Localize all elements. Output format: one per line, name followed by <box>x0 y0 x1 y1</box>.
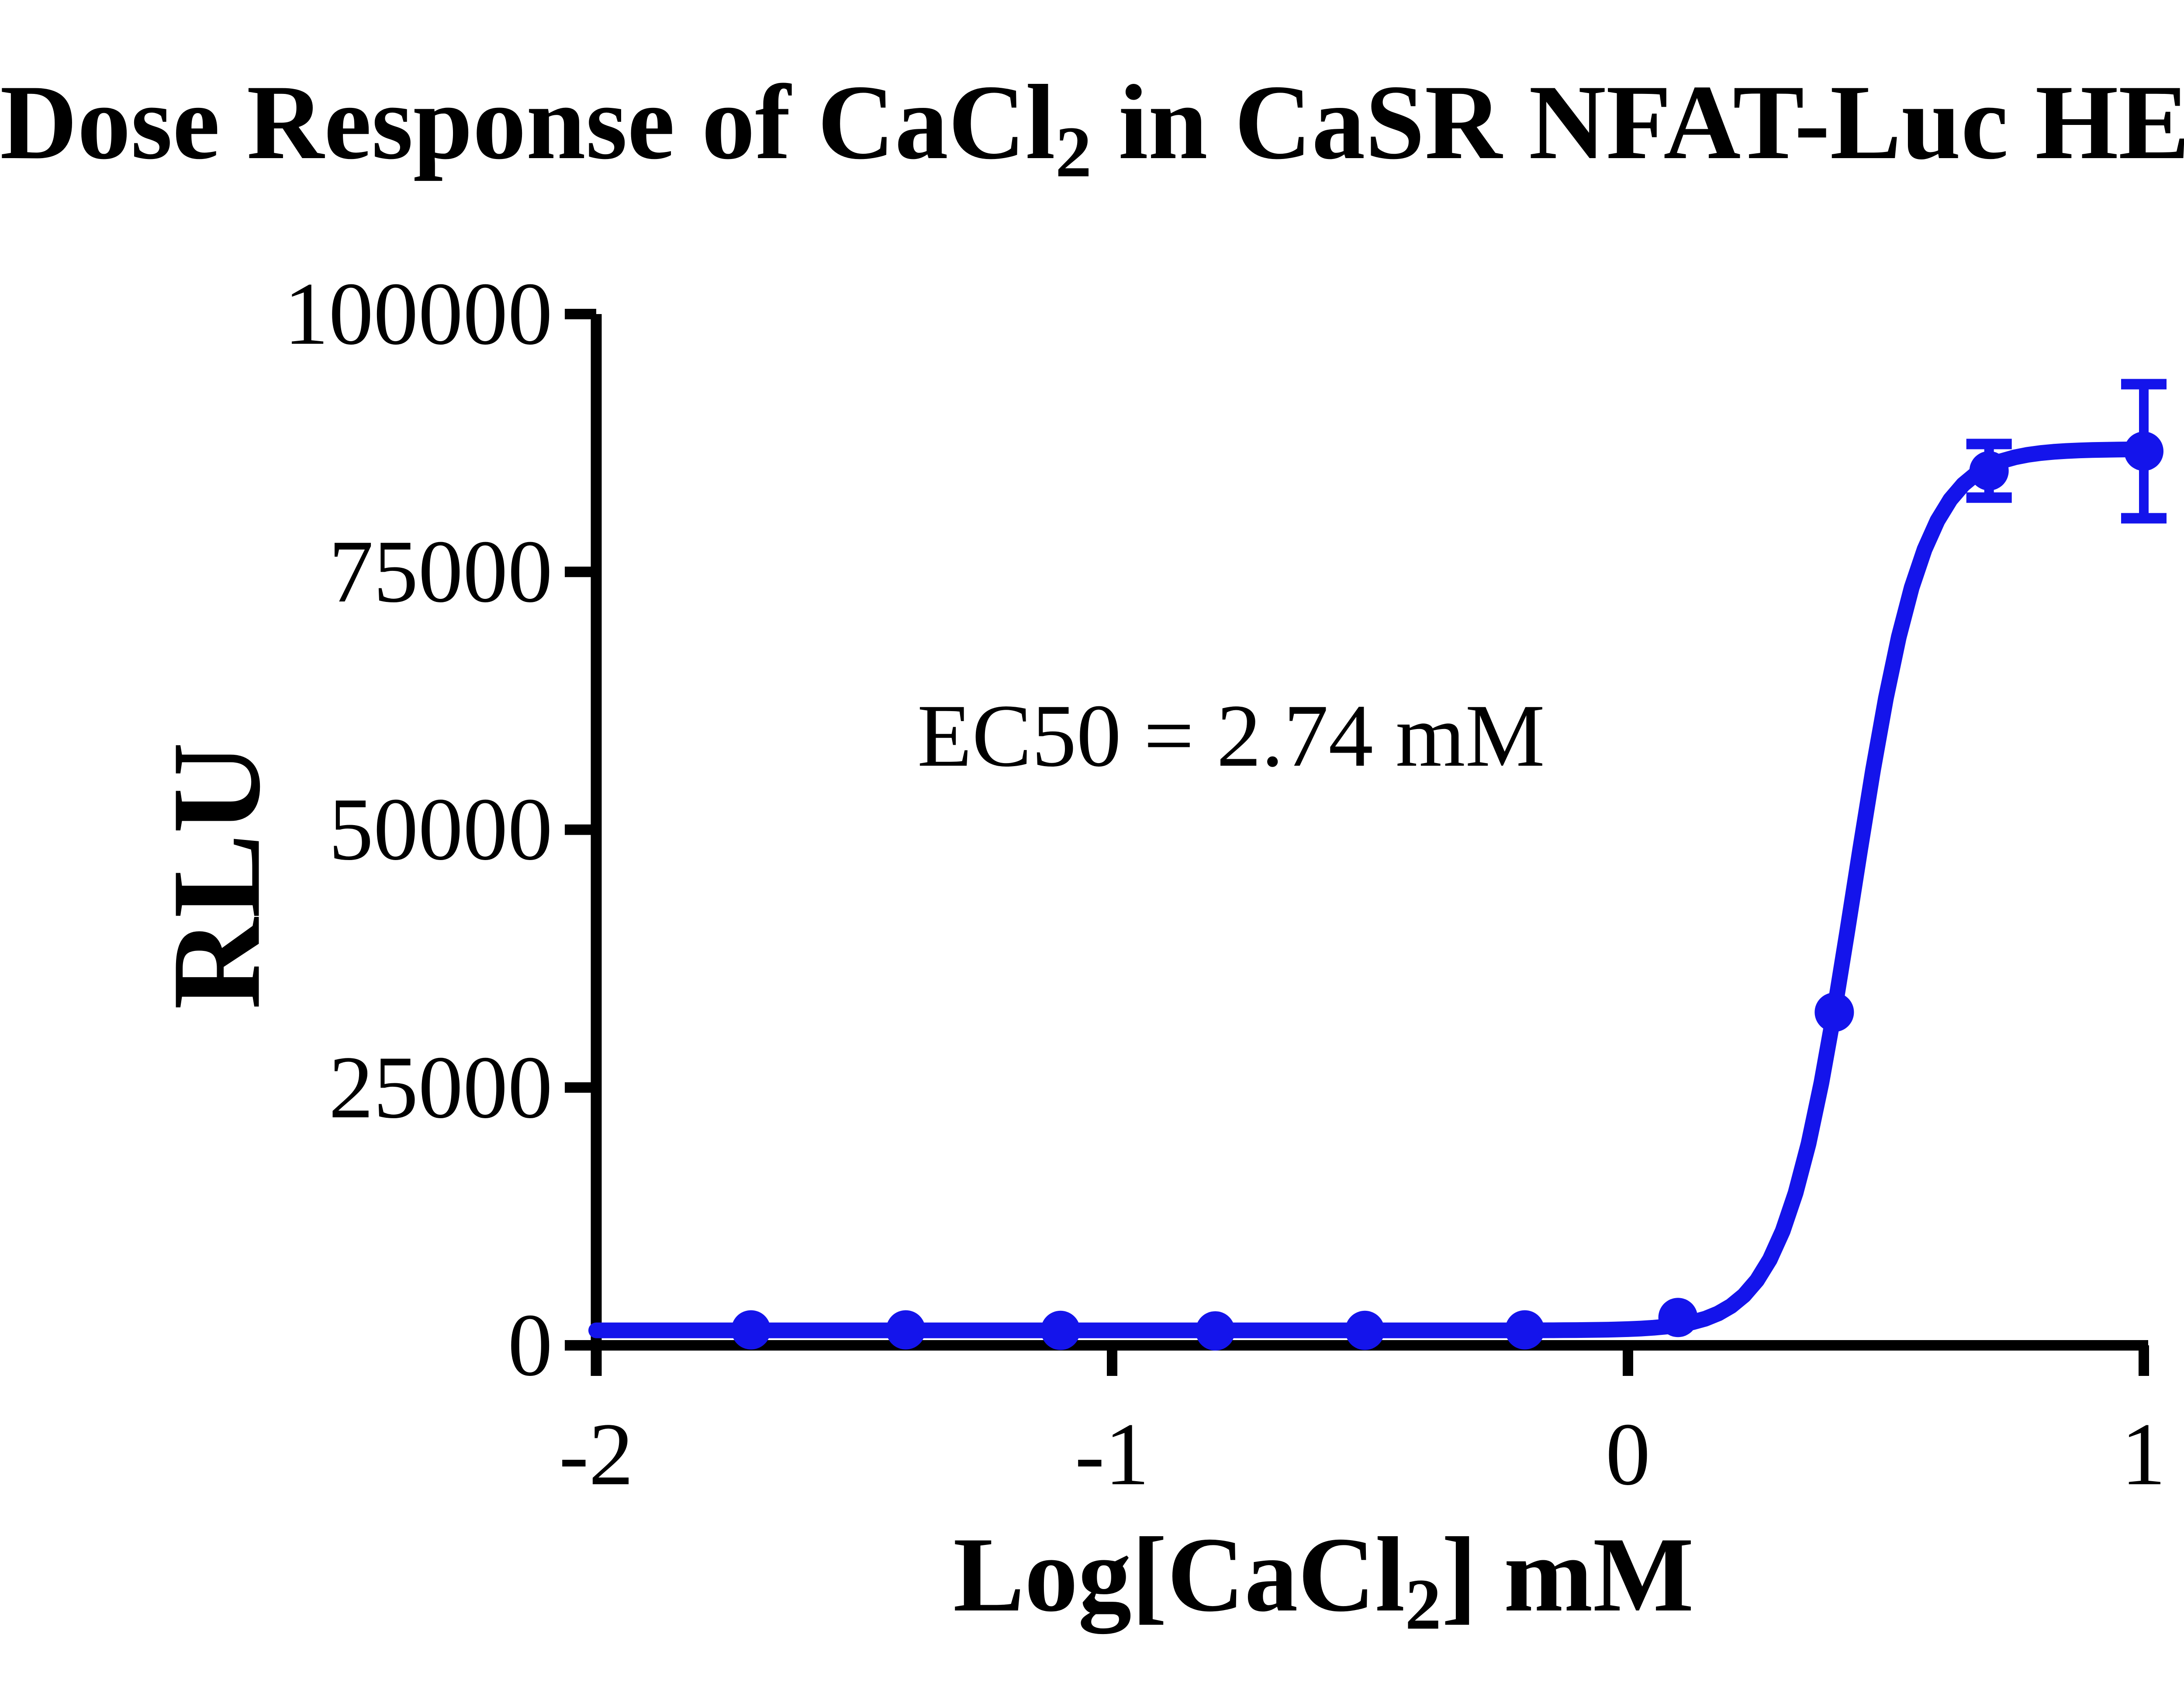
x-tick-label-0: 0 <box>1605 1405 1651 1504</box>
y-tick-label-75000: 75000 <box>328 522 553 621</box>
y-tick-label-100000: 100000 <box>284 264 553 363</box>
chart-title-text-2: in CaSR NFAT-Luc HEK293（C15） <box>1118 63 2184 181</box>
x-axis-label-text-2: ] mM <box>1441 1515 1694 1634</box>
y-axis-label: RLU <box>146 742 287 1010</box>
x-axis-label-text: Log[CaCl <box>953 1515 1405 1634</box>
x-tick-label-1: 1 <box>2121 1405 2166 1504</box>
y-tick-label-0: 0 <box>508 1296 553 1395</box>
chart-title-subscript: 2 <box>1055 112 1092 193</box>
x-axis-label: Log[CaCl2] mM <box>0 1507 2184 1672</box>
x-axis-label-subscript: 2 <box>1405 1564 1441 1645</box>
chart-title-text: Dose Response of CaCl <box>0 63 1055 181</box>
y-tick-label-50000: 50000 <box>328 780 553 879</box>
x-tick-label-neg1: -1 <box>1075 1405 1150 1504</box>
chart-title: Dose Response of CaCl2 in CaSR NFAT-Luc … <box>0 57 2184 218</box>
y-tick-label-25000: 25000 <box>328 1038 553 1137</box>
ec50-annotation: EC50 = 2.74 mM <box>917 686 1545 785</box>
x-tick-label-neg2: -2 <box>559 1405 634 1504</box>
